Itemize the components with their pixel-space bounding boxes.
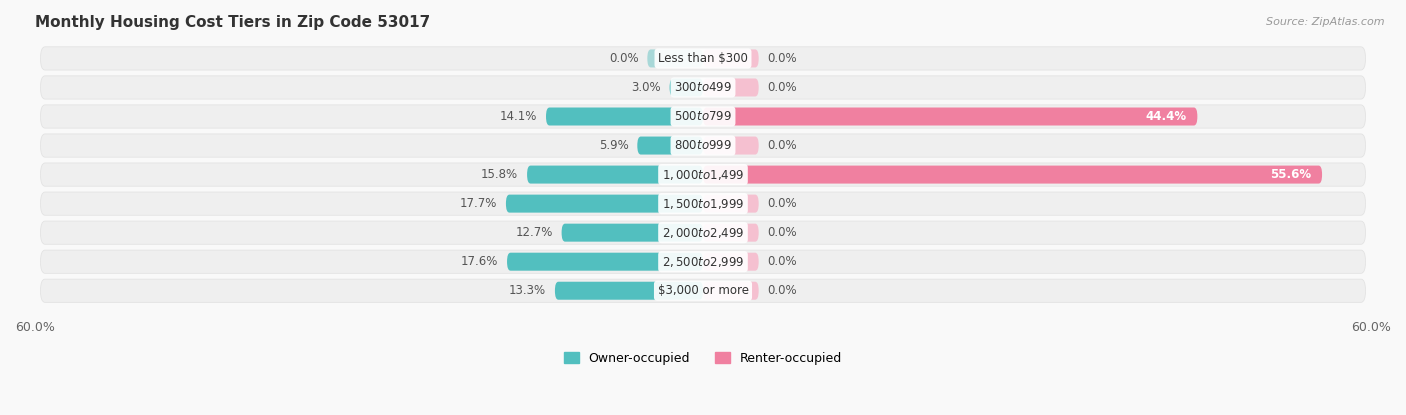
FancyBboxPatch shape [647, 49, 703, 67]
Text: 17.6%: 17.6% [461, 255, 498, 268]
FancyBboxPatch shape [508, 253, 703, 271]
Legend: Owner-occupied, Renter-occupied: Owner-occupied, Renter-occupied [564, 352, 842, 365]
FancyBboxPatch shape [41, 105, 1365, 128]
Text: 17.7%: 17.7% [460, 197, 496, 210]
FancyBboxPatch shape [703, 137, 759, 154]
Text: 0.0%: 0.0% [768, 197, 797, 210]
FancyBboxPatch shape [555, 282, 703, 300]
FancyBboxPatch shape [546, 107, 703, 125]
FancyBboxPatch shape [506, 195, 703, 212]
Text: $2,000 to $2,499: $2,000 to $2,499 [662, 226, 744, 239]
Text: 44.4%: 44.4% [1144, 110, 1187, 123]
FancyBboxPatch shape [703, 49, 759, 67]
Text: 3.0%: 3.0% [631, 81, 661, 94]
Text: $300 to $499: $300 to $499 [673, 81, 733, 94]
Text: 0.0%: 0.0% [768, 226, 797, 239]
Text: $500 to $799: $500 to $799 [673, 110, 733, 123]
FancyBboxPatch shape [41, 192, 1365, 215]
Text: 0.0%: 0.0% [768, 81, 797, 94]
FancyBboxPatch shape [41, 279, 1365, 303]
FancyBboxPatch shape [527, 166, 703, 183]
FancyBboxPatch shape [41, 163, 1365, 186]
FancyBboxPatch shape [703, 107, 1198, 125]
Text: 13.3%: 13.3% [509, 284, 546, 297]
Text: $3,000 or more: $3,000 or more [658, 284, 748, 297]
Text: $1,500 to $1,999: $1,500 to $1,999 [662, 197, 744, 211]
FancyBboxPatch shape [703, 253, 759, 271]
Text: 14.1%: 14.1% [499, 110, 537, 123]
FancyBboxPatch shape [703, 224, 759, 242]
FancyBboxPatch shape [41, 47, 1365, 70]
Text: $1,000 to $1,499: $1,000 to $1,499 [662, 168, 744, 182]
Text: 0.0%: 0.0% [768, 139, 797, 152]
FancyBboxPatch shape [41, 250, 1365, 273]
Text: 15.8%: 15.8% [481, 168, 519, 181]
FancyBboxPatch shape [669, 78, 703, 96]
FancyBboxPatch shape [703, 78, 759, 96]
Text: 0.0%: 0.0% [609, 52, 638, 65]
Text: $800 to $999: $800 to $999 [673, 139, 733, 152]
Text: 5.9%: 5.9% [599, 139, 628, 152]
FancyBboxPatch shape [703, 282, 759, 300]
Text: Less than $300: Less than $300 [658, 52, 748, 65]
Text: 0.0%: 0.0% [768, 52, 797, 65]
Text: Monthly Housing Cost Tiers in Zip Code 53017: Monthly Housing Cost Tiers in Zip Code 5… [35, 15, 430, 30]
FancyBboxPatch shape [41, 76, 1365, 99]
FancyBboxPatch shape [703, 166, 1322, 183]
Text: 0.0%: 0.0% [768, 284, 797, 297]
Text: 55.6%: 55.6% [1270, 168, 1310, 181]
Text: 12.7%: 12.7% [516, 226, 553, 239]
FancyBboxPatch shape [637, 137, 703, 154]
FancyBboxPatch shape [41, 221, 1365, 244]
Text: $2,500 to $2,999: $2,500 to $2,999 [662, 255, 744, 269]
FancyBboxPatch shape [561, 224, 703, 242]
Text: Source: ZipAtlas.com: Source: ZipAtlas.com [1267, 17, 1385, 27]
FancyBboxPatch shape [41, 134, 1365, 157]
Text: 0.0%: 0.0% [768, 255, 797, 268]
FancyBboxPatch shape [703, 195, 759, 212]
